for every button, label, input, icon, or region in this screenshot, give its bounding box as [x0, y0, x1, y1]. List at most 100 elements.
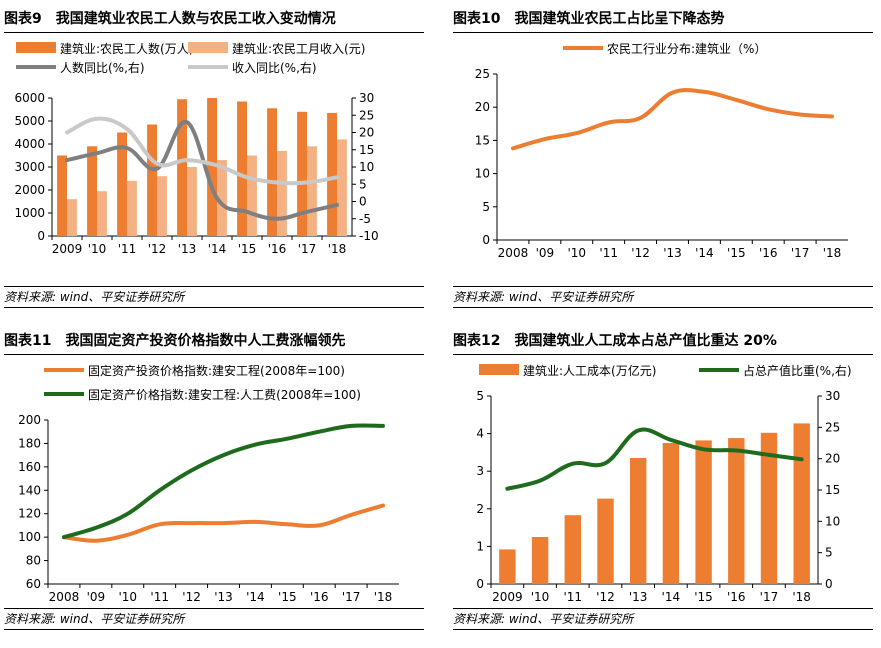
- y-tick-label-left: 4000: [14, 137, 45, 151]
- y-tick-label-right: 30: [825, 389, 840, 403]
- y-tick-label-left: 3: [476, 464, 484, 478]
- x-tick-label: '10: [88, 242, 107, 256]
- y-tick-label-right: 30: [359, 91, 374, 105]
- y-tick-label-left: 6000: [14, 91, 45, 105]
- x-tick-label: '11: [118, 242, 137, 256]
- x-tick-label: '18: [328, 242, 347, 256]
- y-tick-label-left: 3000: [14, 160, 45, 174]
- source-note: 资料来源: wind、平安证券研究所: [4, 286, 424, 308]
- x-tick-label: '12: [148, 242, 167, 256]
- bar-c9-s1-1: [97, 191, 107, 236]
- y-tick-label-right: 5: [825, 546, 833, 560]
- bar-c12-s0-1: [531, 537, 549, 584]
- chart-number: 图表9: [4, 11, 42, 27]
- x-tick-label: '11: [563, 590, 582, 604]
- x-tick-label: 2008: [498, 246, 529, 260]
- chart-title-text: 我国固定资产投资价格指数中人工费涨幅领先: [65, 333, 346, 349]
- x-tick-label: '16: [310, 590, 329, 604]
- bar-c12-s0-9: [793, 423, 810, 584]
- legend-label: 占总产值比重(%,右): [743, 363, 852, 378]
- x-tick-label: '09: [87, 590, 106, 604]
- x-tick-label: '12: [631, 246, 650, 260]
- y-tick-label-right: 10: [825, 514, 840, 528]
- bar-c9-s0-7: [267, 108, 277, 236]
- bar-c12-s0-5: [662, 443, 680, 584]
- bar-c9-s0-3: [147, 124, 157, 236]
- bar-c9-s0-9: [327, 112, 337, 236]
- chart-title: 图表11 我国固定资产投资价格指数中人工费涨幅领先: [4, 328, 424, 355]
- legend-label: 建筑业:农民工月收入(元): [232, 41, 365, 56]
- y-tick-label-left: 120: [18, 507, 41, 521]
- x-tick-label: '09: [536, 246, 555, 260]
- x-tick-label: '15: [278, 590, 297, 604]
- x-tick-label: 2008: [49, 590, 80, 604]
- y-tick-label-left: 100: [18, 530, 41, 544]
- y-tick-label-right: 5: [359, 177, 367, 191]
- bar-c9-s1-6: [247, 155, 257, 236]
- y-tick-label-left: 200: [18, 413, 41, 427]
- x-tick-label: '15: [694, 590, 713, 604]
- x-tick-label: 2009: [52, 242, 83, 256]
- y-tick-label-left: 10: [475, 167, 490, 181]
- bar-c9-s0-4: [177, 99, 187, 236]
- legend-label: 建筑业:人工成本(万亿元): [523, 363, 656, 378]
- x-tick-label: '17: [342, 590, 361, 604]
- x-tick-label: '15: [238, 242, 257, 256]
- y-tick-label-left: 1: [476, 539, 484, 553]
- bar-c12-s0-4: [630, 458, 647, 584]
- legend-swatch: [188, 42, 228, 53]
- x-tick-label: '14: [662, 590, 681, 604]
- chart-panel-9: 图表9 我国建筑业农民工人数与农民工收入变动情况 0 1000 2000 3000 400…: [4, 4, 440, 324]
- series-line-c9-s3: [65, 116, 339, 186]
- source-note: 资料来源: wind、平安证券研究所: [4, 608, 424, 630]
- bar-c12-s0-0: [499, 549, 516, 584]
- bar-c9-s0-6: [237, 101, 247, 236]
- bar-c9-s1-9: [337, 139, 347, 236]
- bar-c9-s1-2: [127, 180, 137, 236]
- y-tick-label-right: -5: [359, 212, 371, 226]
- chart-panel-12: 图表12 我国建筑业人工成本占总产值比重达 20% 0 1 2 3 4 5 0 5 10 15 20 2…: [453, 326, 881, 646]
- bar-c12-s0-6: [695, 440, 712, 584]
- chart-svg-11: 60 80 100 120 140 160 180 200 2008 '09 '10 '11 '12 '1…: [18, 363, 399, 604]
- chart-svg-9: 0 1000 2000 3000 4000 5000 6000 -10 -5 0 5 10 15 20 25…: [14, 41, 379, 256]
- bar-c9-s1-4: [187, 167, 197, 236]
- x-tick-label: '13: [178, 242, 197, 256]
- x-tick-label: '14: [246, 590, 265, 604]
- y-tick-label-right: 20: [359, 126, 374, 140]
- x-tick-label: '14: [208, 242, 227, 256]
- series-line-c12-s1: [505, 427, 804, 491]
- chart-title: 图表10 我国建筑业农民工占比呈下降态势: [453, 6, 873, 33]
- y-tick-label-left: 0: [482, 233, 490, 247]
- x-tick-label: 2009: [492, 590, 523, 604]
- chart-panel-11: 图表11 我国固定资产投资价格指数中人工费涨幅领先 60 80 100 120 140 16…: [4, 326, 440, 646]
- x-tick-label: '16: [727, 590, 746, 604]
- chart-title-text: 我国建筑业农民工人数与农民工收入变动情况: [55, 11, 336, 27]
- bar-c9-s0-0: [57, 155, 67, 236]
- x-tick-label: '10: [118, 590, 137, 604]
- y-tick-label-left: 1000: [14, 206, 45, 220]
- series-line-c9-s2: [65, 120, 339, 221]
- chart-number: 图表12: [453, 333, 501, 349]
- x-tick-label: '18: [792, 590, 811, 604]
- x-tick-label: '13: [214, 590, 233, 604]
- y-tick-label-left: 0: [476, 577, 484, 591]
- y-tick-label-right: -10: [359, 229, 379, 243]
- source-note: 资料来源: wind、平安证券研究所: [453, 608, 873, 630]
- x-tick-label: '15: [727, 246, 746, 260]
- series-line-c11-s0: [61, 503, 385, 543]
- y-tick-label-right: 25: [825, 420, 840, 434]
- y-tick-label-left: 60: [26, 577, 41, 591]
- y-tick-label-left: 5: [476, 389, 484, 403]
- chart-title-text: 我国建筑业人工成本占总产值比重达 20%: [514, 333, 777, 349]
- series-line-c10-s0: [510, 87, 834, 151]
- legend-swatch: [479, 364, 519, 375]
- bar-c9-s1-0: [67, 199, 77, 236]
- x-tick-label: '11: [599, 246, 618, 260]
- y-tick-label-right: 10: [359, 160, 374, 174]
- legend-swatch: [16, 42, 56, 53]
- bar-c9-s0-2: [117, 132, 127, 236]
- bar-c9-s1-8: [307, 146, 317, 236]
- bar-c9-s1-5: [217, 160, 227, 236]
- legend-label: 收入同比(%,右): [232, 60, 317, 75]
- series-line-c11-s1: [61, 423, 385, 540]
